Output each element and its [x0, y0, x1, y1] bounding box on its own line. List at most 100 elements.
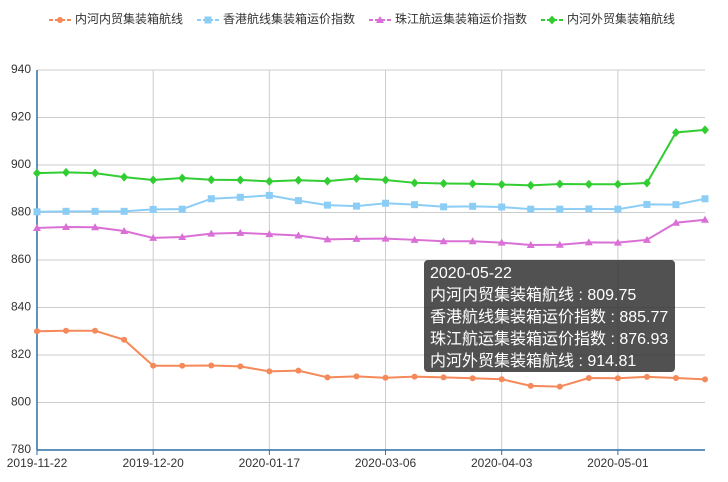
point	[149, 233, 158, 241]
point	[294, 175, 303, 185]
lines	[33, 125, 709, 390]
point	[526, 241, 535, 249]
point	[527, 205, 535, 213]
y-tick-label: 880	[11, 205, 31, 219]
point	[701, 195, 709, 203]
point	[236, 175, 245, 185]
point	[381, 175, 390, 185]
point	[352, 174, 361, 184]
point	[613, 238, 622, 246]
point	[178, 205, 186, 213]
point	[548, 15, 556, 25]
point	[498, 376, 505, 383]
point	[33, 208, 41, 216]
tooltip-value: 914.81	[587, 353, 636, 370]
tooltip-name: 香港航线集装箱运价指数	[430, 308, 606, 326]
point	[382, 374, 389, 381]
x-tick-label: 2020-05-01	[587, 456, 649, 470]
point	[642, 178, 651, 188]
point	[149, 205, 157, 213]
point	[643, 373, 650, 380]
tooltip-line: 内河内贸集装箱航线 : 809.75	[430, 286, 636, 304]
point	[376, 16, 384, 23]
x-tick-label: 2019-12-20	[122, 456, 184, 470]
tooltip-title: 2020-05-22	[430, 265, 512, 282]
point	[642, 235, 651, 243]
tooltip-separator: :	[574, 353, 587, 370]
tooltip-separator: :	[606, 309, 619, 326]
point	[63, 327, 70, 334]
x-tick-label: 2020-03-06	[355, 456, 417, 470]
point	[323, 201, 331, 209]
tooltip-value: 809.75	[587, 287, 636, 304]
point	[672, 201, 680, 209]
point	[381, 234, 390, 242]
point	[34, 328, 40, 335]
point	[57, 17, 63, 23]
point	[468, 237, 477, 245]
point	[62, 222, 71, 230]
point	[411, 373, 418, 380]
point	[497, 179, 506, 189]
tooltip-box	[424, 260, 675, 372]
legend-label: 内河外贸集装箱航线	[567, 11, 675, 26]
point	[440, 374, 447, 381]
point	[382, 199, 390, 207]
y-tick-label: 820	[11, 347, 31, 361]
legend-label: 内河内贸集装箱航线	[75, 11, 183, 26]
point	[469, 375, 476, 382]
point	[265, 230, 274, 238]
point	[236, 228, 245, 236]
point	[352, 234, 361, 242]
point	[33, 168, 41, 178]
point	[294, 197, 302, 205]
point	[701, 125, 709, 135]
point	[671, 218, 680, 226]
point	[672, 375, 679, 382]
point	[323, 235, 332, 243]
point	[91, 207, 99, 215]
point	[353, 373, 360, 380]
point	[701, 215, 709, 223]
point	[265, 176, 274, 186]
point	[527, 382, 534, 389]
point	[410, 235, 419, 243]
point	[439, 179, 448, 189]
point	[204, 16, 212, 24]
point	[294, 231, 303, 239]
point	[613, 179, 622, 189]
point	[584, 238, 593, 246]
point	[33, 223, 41, 231]
legend: 内河内贸集装箱航线 香港航线集装箱运价指数 珠江航运集装箱运价指数 内河外贸集装箱航线	[49, 11, 675, 26]
series-line	[36, 218, 706, 247]
point	[702, 376, 708, 383]
point	[585, 205, 593, 213]
point	[614, 205, 622, 213]
point	[207, 175, 216, 185]
point	[556, 383, 563, 390]
point	[207, 229, 216, 237]
tooltip-value: 885.77	[619, 309, 668, 326]
series-line	[36, 194, 706, 213]
x-tick-label: 2020-04-03	[471, 456, 533, 470]
x-tick-label: 2020-01-17	[239, 456, 301, 470]
point	[556, 205, 564, 213]
y-tick-label: 780	[11, 442, 31, 456]
point	[91, 168, 100, 178]
y-tick-label: 800	[11, 395, 31, 409]
point	[643, 200, 651, 208]
point	[62, 167, 71, 177]
series-line	[36, 128, 706, 187]
tooltip-line: 内河外贸集装箱航线 : 914.81	[430, 352, 636, 370]
tooltip: 2020-05-22 内河内贸集装箱航线 : 809.75 香港航线集装箱运价指数 …	[424, 260, 675, 372]
point	[497, 238, 506, 246]
tooltip-name: 内河内贸集装箱航线	[430, 286, 574, 304]
tooltip-line: 珠江航运集装箱运价指数 : 876.93	[430, 330, 668, 348]
point	[411, 201, 419, 209]
y-tick-label: 900	[11, 157, 31, 171]
y-tick-label: 920	[11, 110, 31, 124]
point	[236, 193, 244, 201]
point	[526, 180, 535, 190]
